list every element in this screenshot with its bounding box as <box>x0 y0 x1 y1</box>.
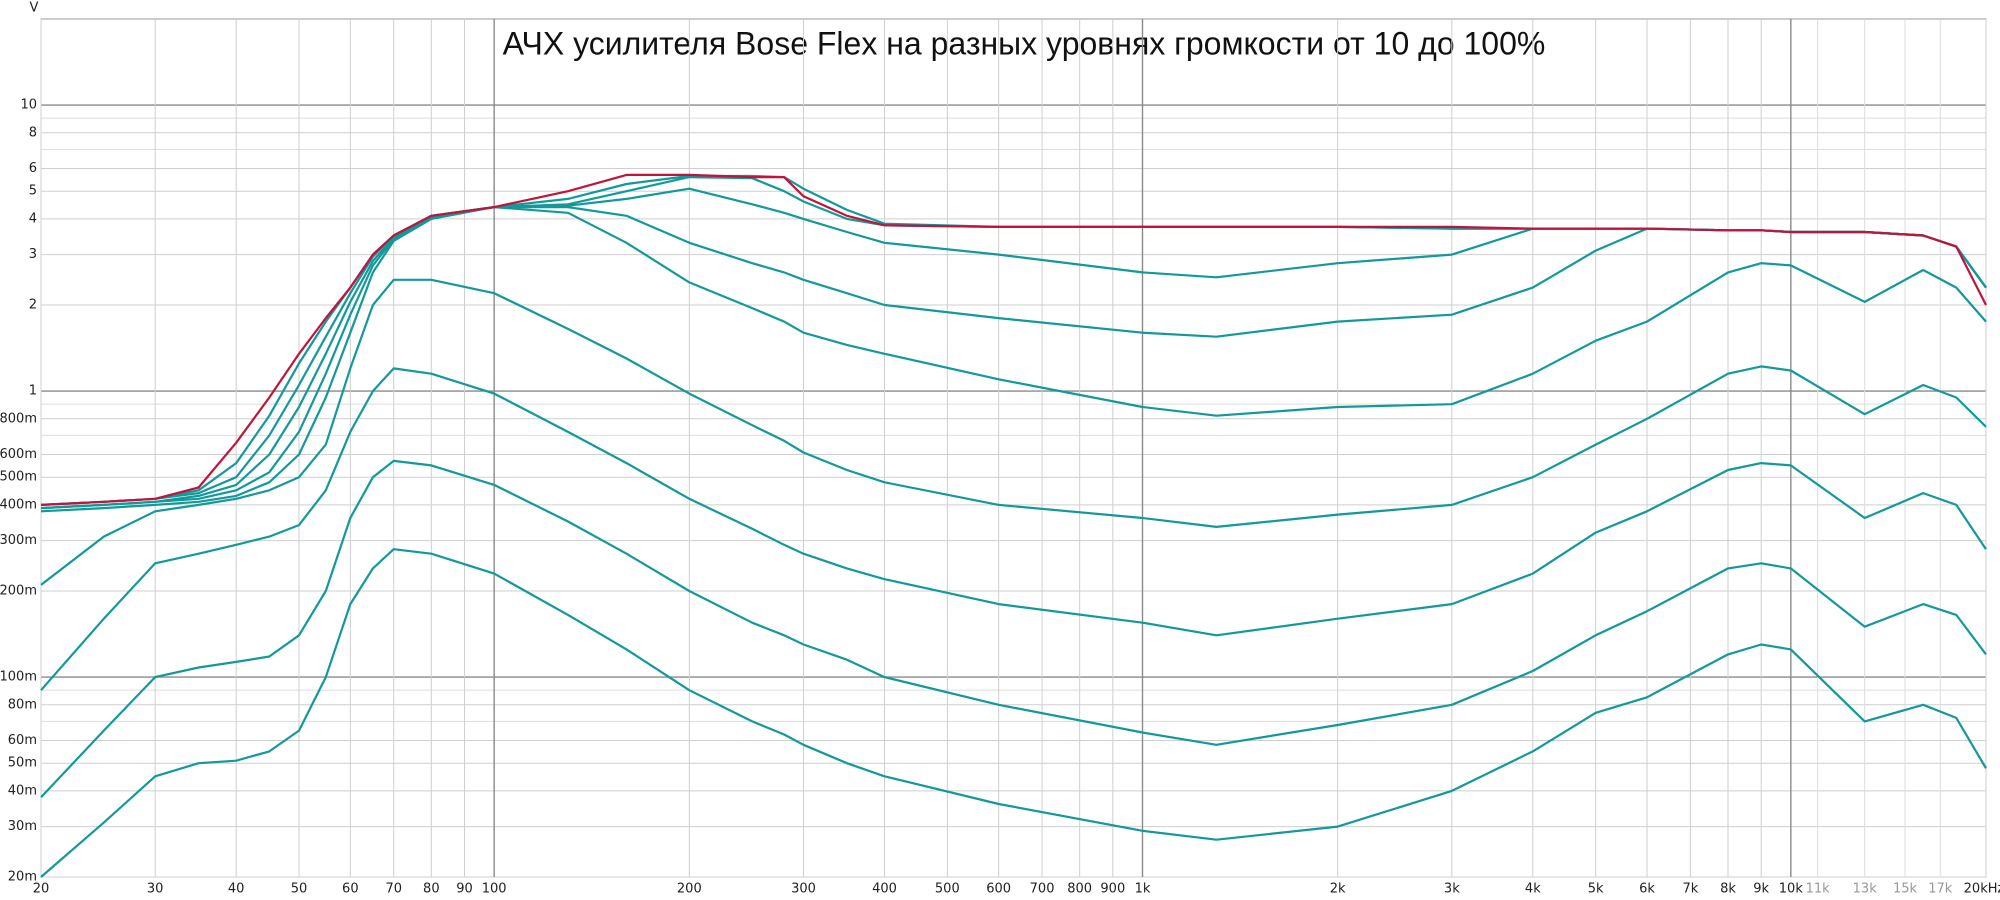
y-tick-label: 1 <box>29 384 37 399</box>
y-tick-label: 2 <box>29 298 37 313</box>
y-tick-label: 200m <box>0 584 37 599</box>
x-tick-label: 7k <box>1682 882 1698 897</box>
series-line <box>40 367 1987 691</box>
x-tick-label: 3k <box>1444 882 1460 897</box>
y-tick-label: 100m <box>0 670 37 685</box>
x-tick-label: 500 <box>935 882 960 897</box>
x-tick-label: 50 <box>291 882 308 897</box>
x-tick-label: 30 <box>147 882 164 897</box>
x-tick-label: 400 <box>872 882 897 897</box>
x-tick-label: 90 <box>456 882 473 897</box>
series-line <box>40 206 1987 513</box>
y-tick-label: 8 <box>29 125 37 140</box>
y-tick-label: 60m <box>8 733 37 748</box>
x-tick-label: 20kHz <box>1964 882 2000 897</box>
series-line <box>40 548 1987 878</box>
x-tick-label: 20 <box>33 882 50 897</box>
x-tick-label: 11k <box>1806 882 1831 897</box>
x-tick-label: 9k <box>1753 882 1769 897</box>
y-tick-label: 6 <box>29 161 37 176</box>
x-tick-label: 80 <box>423 882 440 897</box>
series-line <box>40 173 1987 506</box>
x-tick-label: 15k <box>1893 882 1918 897</box>
x-tick-label: 10k <box>1779 882 1804 897</box>
y-tick-label: 20m <box>8 870 37 885</box>
y-tick-label: 800m <box>0 411 37 426</box>
x-tick-label: 100 <box>482 882 507 897</box>
x-tick-label: 5k <box>1588 882 1604 897</box>
series-line <box>40 278 1987 586</box>
x-tick-label: 1k <box>1135 882 1151 897</box>
x-tick-label: 8k <box>1720 882 1736 897</box>
x-tick-label: 300 <box>791 882 816 897</box>
series-line <box>40 459 1987 799</box>
chart-title: АЧХ усилителя Bose Flex на разных уровня… <box>503 25 1546 61</box>
x-tick-label: 700 <box>1030 882 1055 897</box>
y-tick-label: 400m <box>0 497 37 512</box>
y-tick-label: 5 <box>29 184 37 199</box>
y-tick-label: 600m <box>0 447 37 462</box>
y-tick-label: 30m <box>8 819 37 834</box>
x-tick-label: 4k <box>1525 882 1541 897</box>
x-tick-label: 600 <box>986 882 1011 897</box>
x-tick-label: 900 <box>1100 882 1125 897</box>
y-tick-label: 4 <box>29 211 37 226</box>
x-tick-label: 800 <box>1067 882 1092 897</box>
y-tick-label: 40m <box>8 783 37 798</box>
x-tick-label: 70 <box>385 882 402 897</box>
y-tick-label: 3 <box>29 247 37 262</box>
x-tick-label: 40 <box>228 882 245 897</box>
y-tick-label: 10 <box>20 98 37 113</box>
x-tick-label: 60 <box>342 882 359 897</box>
y-tick-label: 50m <box>8 756 37 771</box>
x-tick-label: 6k <box>1639 882 1655 897</box>
x-tick-label: 17k <box>1928 882 1953 897</box>
y-tick-label: 300m <box>0 533 37 548</box>
x-tick-label: 2k <box>1330 882 1346 897</box>
x-tick-label: 13k <box>1853 882 1878 897</box>
y-tick-label: 500m <box>0 470 37 485</box>
x-tick-label: 200 <box>677 882 702 897</box>
y-unit: V <box>30 1 39 16</box>
y-tick-label: 80m <box>8 697 37 712</box>
